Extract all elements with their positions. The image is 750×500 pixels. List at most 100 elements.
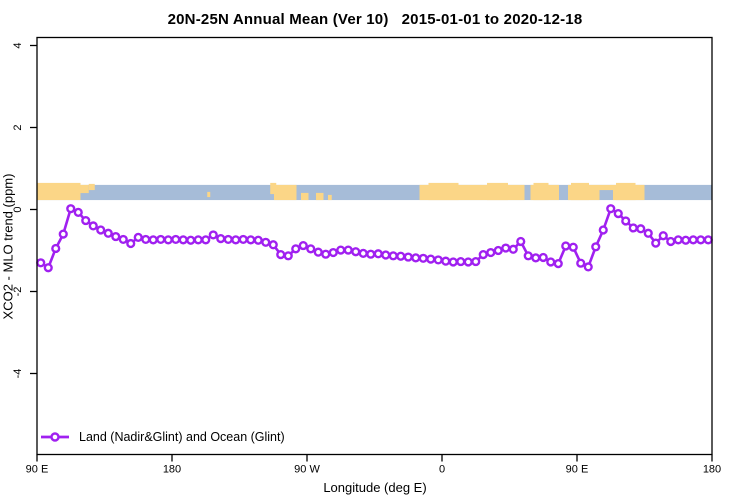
data-point	[426, 254, 436, 264]
data-point	[411, 253, 421, 263]
land-segment	[270, 182, 277, 195]
land-segment	[487, 182, 508, 201]
data-point	[268, 240, 278, 250]
data-point	[523, 251, 533, 261]
data-point	[546, 257, 556, 267]
data-point	[351, 247, 361, 257]
data-point	[276, 250, 286, 260]
data-point	[328, 247, 338, 258]
data-point	[73, 207, 83, 217]
land-segment	[616, 182, 636, 201]
x-axis-ticks: 90 E 180 90 W 0 90 E 180	[26, 454, 721, 476]
svg-text:0: 0	[439, 464, 445, 476]
svg-text:90 E: 90 E	[26, 464, 49, 476]
land-segment	[599, 184, 613, 191]
y-axis-label: XCO2 - MLO trend (ppm)	[0, 173, 16, 320]
data-point	[703, 235, 713, 245]
data-point	[81, 215, 91, 226]
plot-border	[36, 36, 713, 456]
data-point	[118, 234, 128, 245]
data-point	[666, 236, 676, 247]
map-strip	[37, 182, 712, 201]
data-point	[88, 221, 98, 231]
data-point	[621, 216, 631, 226]
data-point	[208, 230, 218, 240]
data-point	[366, 249, 376, 259]
legend-label: Land (Nadir&Glint) and Ocean (Glint)	[79, 430, 285, 444]
data-point	[336, 245, 346, 255]
data-point	[673, 235, 683, 245]
data-point	[313, 247, 323, 257]
data-point	[111, 231, 121, 242]
data-point	[448, 257, 458, 267]
data-point	[321, 249, 331, 259]
land-segment	[80, 184, 89, 194]
land-segment	[428, 182, 459, 201]
data-point	[373, 249, 383, 259]
data-point	[51, 243, 61, 254]
data-point	[636, 224, 646, 234]
data-point	[358, 248, 368, 258]
data-point	[516, 236, 526, 247]
data-point	[171, 234, 181, 245]
land-segment	[571, 182, 589, 201]
data-point	[381, 250, 391, 260]
land-segment	[301, 192, 309, 201]
data-point	[531, 253, 541, 263]
svg-text:-4: -4	[12, 369, 24, 379]
data-point	[463, 257, 473, 267]
land-segment	[328, 194, 332, 201]
svg-text:2: 2	[12, 124, 24, 130]
data-point	[388, 251, 398, 261]
data-point	[576, 258, 586, 268]
land-segment	[207, 191, 211, 198]
data-point	[103, 228, 113, 238]
data-point	[253, 235, 263, 245]
data-point	[538, 252, 548, 263]
data-point	[643, 228, 653, 238]
data-point	[343, 245, 353, 255]
data-point	[508, 244, 518, 254]
data-point	[553, 259, 563, 269]
data-point	[216, 234, 226, 244]
data-point	[178, 235, 188, 245]
data-point	[96, 225, 106, 235]
data-point	[66, 204, 76, 214]
land-segment	[274, 184, 297, 201]
data-point	[246, 235, 256, 245]
svg-text:90 E: 90 E	[566, 464, 589, 476]
data-point	[186, 235, 196, 245]
data-point	[163, 235, 173, 245]
data-point	[658, 231, 668, 241]
svg-text:90 W: 90 W	[294, 464, 320, 476]
data-point	[478, 250, 488, 260]
legend-marker-icon	[41, 432, 69, 442]
data-point	[651, 238, 661, 248]
svg-text:4: 4	[12, 42, 24, 48]
data-point	[156, 234, 166, 245]
data-point	[471, 256, 481, 267]
land-segment	[88, 183, 95, 191]
data-point	[291, 244, 301, 254]
data-point	[261, 237, 271, 247]
data-point	[306, 244, 316, 254]
data-point	[486, 247, 496, 258]
data-point	[598, 225, 608, 235]
land-segment	[316, 192, 324, 201]
land-segment	[37, 182, 81, 201]
data-point	[433, 255, 443, 265]
land-segment	[533, 182, 549, 201]
data-point	[396, 251, 406, 261]
data-point	[591, 242, 601, 252]
data-point	[238, 234, 248, 245]
data-point	[456, 256, 466, 267]
svg-text:0: 0	[12, 206, 24, 212]
data-point	[613, 209, 623, 219]
data-point	[501, 243, 511, 253]
svg-text:180: 180	[703, 464, 721, 476]
data-point	[133, 232, 143, 242]
data-series-markers	[36, 204, 713, 273]
legend: Land (Nadir&Glint) and Ocean (Glint)	[40, 428, 285, 446]
data-point	[628, 223, 638, 233]
